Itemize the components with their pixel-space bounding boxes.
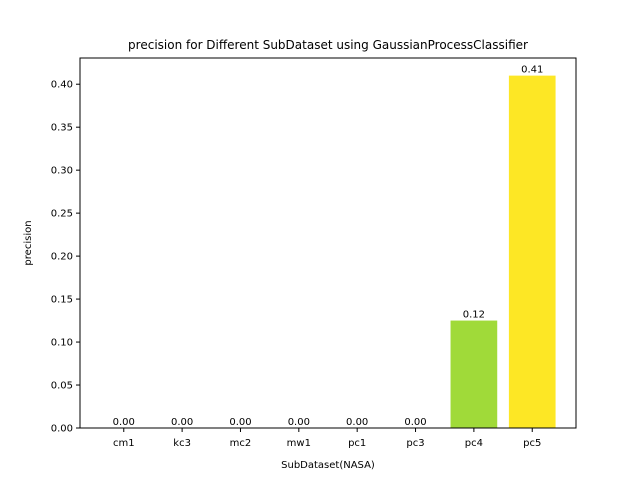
value-labels-group: 0.00 0.00 0.00 0.00 0.00 0.00 0.12 0.41 (113, 65, 544, 428)
x-tick-label-mc2: mc2 (230, 438, 252, 449)
y-tick-label: 0.30 (51, 166, 73, 177)
data-label-pc1: 0.00 (346, 417, 368, 428)
y-tick-label: 0.20 (51, 252, 73, 263)
bars-group (450, 75, 556, 428)
y-tick-label: 0.15 (51, 295, 73, 306)
y-axis-label: precision (23, 220, 34, 265)
data-label-cm1: 0.00 (113, 417, 135, 428)
y-tick-label: 0.40 (51, 80, 73, 91)
x-tick-label-pc4: pc4 (465, 438, 483, 449)
y-tick-label: 0.35 (51, 123, 73, 134)
x-axis: cm1 kc3 mc2 mw1 pc1 pc3 pc4 pc5 (113, 428, 541, 449)
x-tick-label-cm1: cm1 (113, 438, 135, 449)
data-label-pc4: 0.12 (463, 310, 485, 321)
y-tick-label: 0.25 (51, 209, 73, 220)
y-tick-label: 0.05 (51, 381, 73, 392)
data-label-pc3: 0.00 (404, 417, 426, 428)
data-label-mw1: 0.00 (288, 417, 310, 428)
y-axis: 0.00 0.05 0.10 0.15 0.20 0.25 0.30 0.35 0.40 (51, 80, 80, 435)
x-axis-label: SubDataset(NASA) (281, 460, 375, 471)
data-label-kc3: 0.00 (171, 417, 193, 428)
x-tick-label-pc1: pc1 (348, 438, 366, 449)
y-tick-label: 0.00 (51, 424, 73, 435)
plot-frame (79, 57, 577, 429)
y-tick-label: 0.10 (51, 338, 73, 349)
x-tick-label-kc3: kc3 (173, 438, 191, 449)
bar-pc4 (450, 320, 498, 428)
x-tick-label-mw1: mw1 (287, 438, 311, 449)
data-label-pc5: 0.41 (521, 65, 543, 76)
chart-title: precision for Different SubDataset using… (128, 38, 528, 52)
data-label-mc2: 0.00 (229, 417, 251, 428)
x-tick-label-pc3: pc3 (406, 438, 424, 449)
x-tick-label-pc5: pc5 (523, 438, 541, 449)
bar-pc5 (508, 75, 556, 428)
